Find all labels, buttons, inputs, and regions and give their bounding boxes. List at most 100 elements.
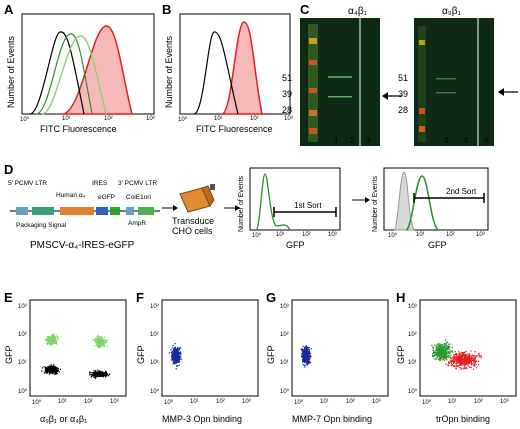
scatter-dot (431, 354, 434, 357)
scatter-dot (100, 336, 102, 338)
scatter-dot (57, 338, 59, 341)
scatter-dot (300, 348, 302, 350)
scatter-dot (53, 339, 55, 341)
scatter-dot (478, 353, 480, 356)
scatter-dot (46, 369, 48, 371)
scatter-dot (467, 357, 470, 359)
scatter-dot (437, 351, 440, 354)
scatter-ytick: 10⁰ (18, 389, 28, 395)
scatter-dot (101, 337, 104, 339)
panel-a-xtick-1: 10¹ (62, 116, 71, 122)
label-vector: PMSCV-α₄-IRES-eGFP (30, 240, 135, 251)
scatter-dot (472, 355, 474, 357)
scatter-dot (463, 359, 466, 362)
scatter-dot (46, 343, 49, 346)
scatter-xtick: 10¹ (190, 399, 199, 405)
scatter-dot (459, 353, 461, 355)
scatter-dot (171, 357, 174, 360)
scatter-dot (451, 363, 454, 366)
scatter-dot (51, 366, 53, 368)
scatter-dot (308, 348, 310, 350)
scatter-dot (175, 353, 177, 355)
scatter-dot (99, 373, 101, 375)
scatter-dot (101, 372, 104, 374)
scatter-dot (99, 338, 101, 341)
hist1-xtick-3: 10³ (328, 232, 337, 238)
scatter-dot (100, 374, 102, 377)
scatter-dot (449, 355, 451, 357)
scatter-dot (174, 356, 176, 358)
scatter-dot (457, 365, 459, 367)
scatter-xtick: 10⁰ (164, 400, 174, 406)
scatter-dot (106, 345, 109, 348)
scatter-dot (436, 352, 438, 354)
scatter-dot (175, 368, 177, 370)
scatter-dot (460, 360, 462, 362)
label-human: Human α₄ (56, 192, 86, 199)
scatter-dot (96, 334, 99, 337)
scatter-dot (462, 364, 465, 366)
scatter-dot (47, 368, 49, 371)
scatter-dot (304, 356, 307, 358)
scatter-dot (472, 368, 475, 370)
scatter-dot (437, 344, 440, 347)
scatter-dot (431, 344, 433, 347)
scatter-dot (458, 350, 460, 353)
scatter-ytick: 10³ (150, 304, 159, 310)
panel-b-histogram (179, 13, 291, 115)
scatter-dot (172, 344, 174, 347)
scatter-dot (468, 363, 470, 365)
panel-g-xlabel: MMP-7 Opn binding (292, 414, 373, 424)
scatter-dot (450, 361, 452, 364)
scatter-dot (470, 360, 473, 362)
scatter-dot (453, 354, 455, 357)
scatter-h (419, 299, 517, 397)
scatter-dot (94, 337, 97, 340)
scatter-dot (443, 343, 446, 345)
scatter-dot (90, 376, 93, 378)
scatter-dot (168, 352, 171, 354)
scatter-dot (51, 337, 53, 339)
scatter-dot (450, 364, 452, 367)
scatter-dot (457, 356, 459, 358)
scatter-dot (302, 363, 305, 366)
scatter-dot (90, 373, 92, 376)
scatter-dot (440, 352, 443, 355)
scatter-dot (440, 349, 442, 352)
panel-letter-f: F (136, 290, 144, 305)
scatter-ytick: 10³ (408, 304, 417, 310)
scatter-dot (439, 351, 442, 353)
scatter-dot (468, 353, 470, 355)
scatter-dot (438, 348, 440, 350)
scatter-dot (307, 353, 309, 356)
scatter-dot (439, 343, 441, 345)
scatter-dot (48, 339, 50, 341)
scatter-dot (308, 346, 310, 349)
scatter-dot (458, 355, 460, 357)
scatter-dot (304, 366, 306, 368)
scatter-dot (173, 355, 175, 358)
scatter-dot (54, 338, 56, 341)
scatter-dot (451, 351, 454, 353)
scatter-dot (48, 372, 51, 375)
scatter-dot (172, 363, 174, 365)
scatter-dot (446, 348, 448, 351)
scatter-dot (49, 344, 51, 346)
scatter-dot (447, 356, 450, 359)
scatter-dot (171, 359, 173, 361)
scatter-dot (437, 355, 439, 357)
scatter-e (29, 299, 127, 397)
scatter-xtick: 10² (346, 399, 355, 405)
arrow-2 (224, 205, 240, 211)
scatter-dot (306, 364, 309, 366)
scatter-dot (433, 344, 436, 346)
scatter-dot (303, 352, 305, 354)
scatter-dot (474, 355, 476, 358)
scatter-dot (56, 369, 58, 371)
panel-letter-g: G (266, 290, 277, 305)
scatter-dot (90, 372, 93, 374)
panel-letter-a: A (4, 2, 14, 17)
scatter-dot (478, 356, 480, 358)
scatter-dot (466, 358, 468, 360)
scatter-dot (442, 345, 445, 348)
